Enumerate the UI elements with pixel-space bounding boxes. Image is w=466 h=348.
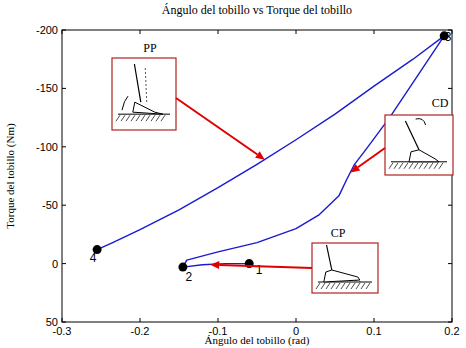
y-tick-label: 50	[46, 316, 58, 328]
x-tick-top	[62, 30, 63, 34]
icon-hatch	[361, 283, 365, 289]
y-tick	[62, 322, 66, 323]
y-tick-right	[448, 263, 452, 264]
x-tick	[374, 318, 375, 322]
icon-arrow	[122, 96, 128, 110]
x-tick	[140, 318, 141, 322]
callout-target	[264, 159, 265, 160]
y-tick-right	[448, 205, 452, 206]
callout-box	[312, 243, 378, 293]
point-label: 3	[445, 30, 452, 44]
x-tick-label: -0.2	[131, 325, 150, 337]
x-tick-label: 0.1	[366, 325, 381, 337]
icon-hatch	[414, 163, 418, 169]
icon-foot	[324, 270, 360, 282]
icon-hatch	[434, 163, 438, 169]
x-tick-label: 0.2	[444, 325, 459, 337]
icon-hatch	[121, 115, 125, 121]
callout-arrowhead	[351, 164, 361, 172]
y-tick-label: -100	[36, 141, 58, 153]
icon-hatch	[341, 283, 345, 289]
callout-arrowhead	[210, 261, 219, 269]
icon-hatch	[399, 163, 403, 169]
icon-hatch	[424, 163, 428, 169]
y-tick-label: 0	[52, 258, 58, 270]
x-tick-top	[452, 30, 453, 34]
icon-hatch	[131, 115, 135, 121]
y-tick	[62, 30, 66, 31]
icon-hatch	[366, 283, 370, 289]
icon-arrow	[416, 119, 426, 125]
x-tick-top	[140, 30, 141, 34]
point-label: 4	[90, 251, 97, 265]
icon-hatch	[136, 115, 140, 121]
callout-inset	[385, 115, 453, 175]
x-tick	[218, 318, 219, 322]
y-tick-label: -150	[36, 82, 58, 94]
icon-hatch	[394, 163, 398, 169]
y-tick-label: -50	[42, 199, 58, 211]
icon-hatch	[356, 283, 360, 289]
callout-target	[210, 264, 211, 265]
icon-hatch	[316, 283, 320, 289]
x-tick	[62, 318, 63, 322]
icon-hatch	[346, 283, 350, 289]
icon-shank	[327, 245, 332, 270]
icon-hatch	[439, 163, 443, 169]
callout-inset	[112, 58, 176, 130]
x-tick-top	[296, 30, 297, 34]
y-tick-label: -200	[36, 24, 58, 36]
y-tick	[62, 205, 66, 206]
y-axis-label: Torque del tobillo (Nm)	[4, 123, 17, 229]
icon-hatch	[404, 163, 408, 169]
icon-hatch	[156, 115, 160, 121]
callout-label: CD	[432, 96, 449, 110]
y-tick-right	[448, 322, 452, 323]
title: Ángulo del tobillo vs Torque del tobillo	[162, 3, 352, 17]
callout-arrowhead	[255, 151, 265, 159]
x-tick	[452, 318, 453, 322]
icon-hatch	[116, 115, 120, 121]
icon-hatch	[409, 163, 413, 169]
y-tick	[62, 88, 66, 89]
icon-hatch	[321, 283, 325, 289]
icon-foot	[409, 150, 439, 162]
icon-hatch	[126, 115, 130, 121]
callout-arrow	[176, 98, 257, 155]
callout-arrow	[358, 148, 385, 167]
y-tick	[62, 263, 66, 264]
icon-hatch	[161, 115, 165, 121]
callout-label: CP	[331, 226, 346, 240]
icon-hatch	[146, 115, 150, 121]
callout-inset	[312, 243, 378, 293]
icon-hatch	[351, 283, 355, 289]
x-tick-top	[218, 30, 219, 34]
icon-hatch	[326, 283, 330, 289]
icon-hatch	[419, 163, 423, 169]
point-label: 1	[256, 263, 263, 277]
x-tick	[296, 318, 297, 322]
icon-shank	[405, 121, 419, 150]
callout-arrow	[219, 265, 312, 268]
y-tick-right	[448, 88, 452, 89]
icon-hatch	[389, 163, 393, 169]
y-tick	[62, 146, 66, 147]
icon-hatch	[151, 115, 155, 121]
icon-hatch	[141, 115, 145, 121]
callout-box	[385, 115, 453, 175]
icon-foot	[133, 102, 163, 114]
x-axis-label: Ángulo del tobillo (rad)	[205, 334, 310, 347]
plot-frame	[62, 30, 452, 322]
icon-hatch	[336, 283, 340, 289]
callout-box	[112, 58, 176, 130]
x-tick-top	[374, 30, 375, 34]
point-label: 2	[186, 270, 193, 284]
chart: Ángulo del tobillo vs Torque del tobillo…	[0, 0, 466, 348]
icon-hatch	[429, 163, 433, 169]
callout-label: PP	[143, 41, 157, 55]
icon-hatch	[331, 283, 335, 289]
callout-target	[350, 172, 351, 173]
icon-shank-ghost	[145, 68, 147, 104]
icon-shank	[134, 64, 140, 102]
